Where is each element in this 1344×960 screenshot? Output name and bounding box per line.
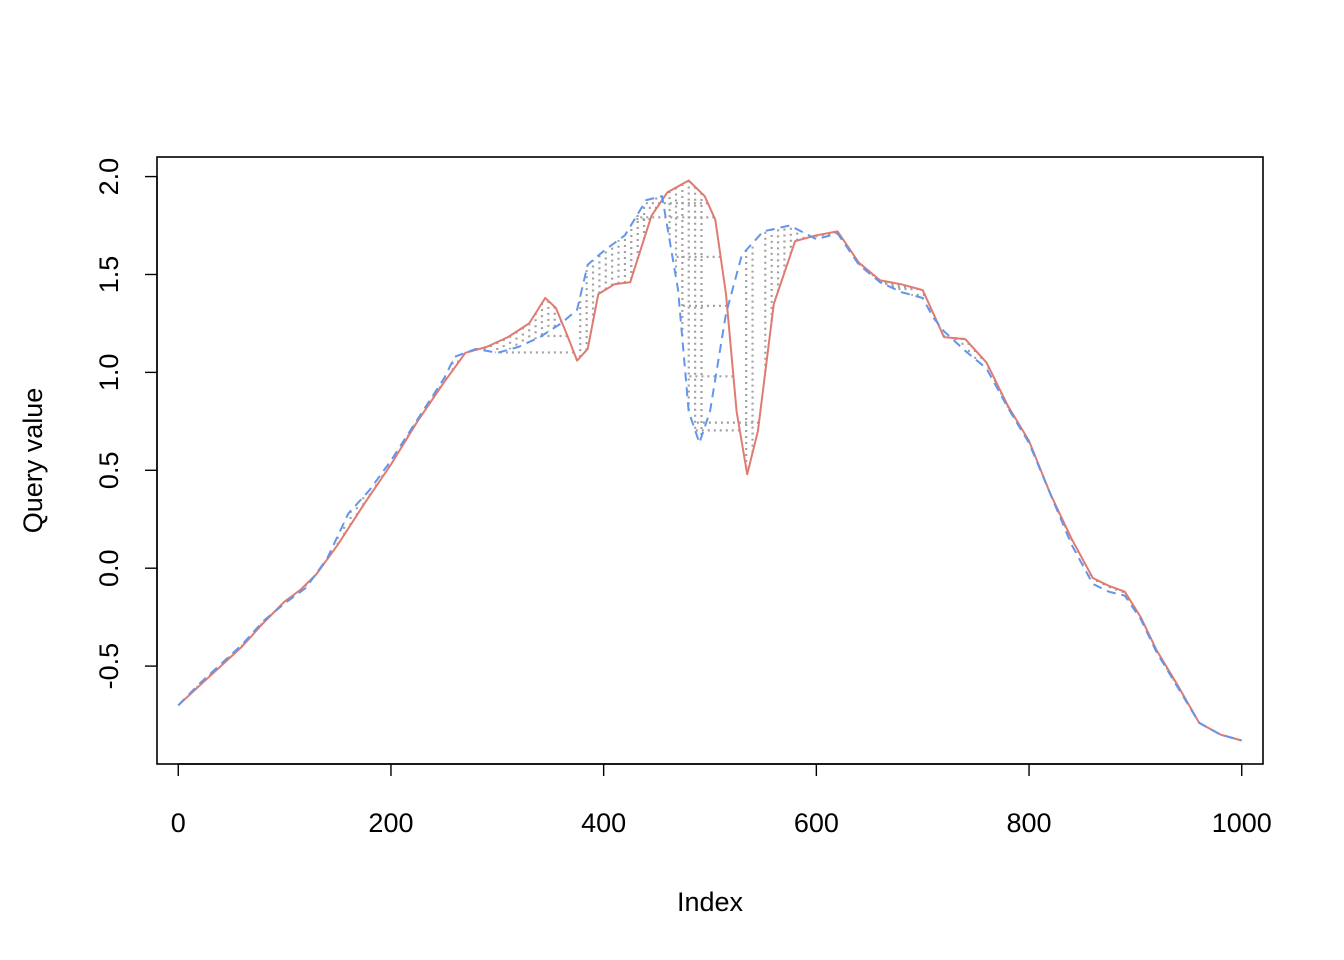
y-tick-label: 1.5 [94,256,124,294]
series-layer [177,179,1242,742]
y-tick-label: 2.0 [94,158,124,196]
y-tick-label: -0.5 [94,643,124,690]
plot-frame [156,156,1264,765]
y-axis: -0.5 0.0 0.5 1.0 1.5 2.0 [94,158,158,690]
x-tick-label: 0 [171,808,186,838]
y-axis-title: Query value [18,388,48,534]
x-tick-label: 200 [368,808,413,838]
y-tick-label: 0.5 [94,452,124,490]
x-tick-label: 400 [581,808,626,838]
x-tick-label: 600 [794,808,839,838]
y-tick-label: 1.0 [94,354,124,392]
x-tick-label: 1000 [1212,808,1272,838]
y-tick-label: 0.0 [94,549,124,587]
series-line-dashed [177,195,1242,742]
x-axis: 0 200 400 600 800 1000 [171,763,1272,838]
series-line-solid [177,179,1242,742]
x-axis-title: Index [677,887,744,917]
x-tick-label: 800 [1007,808,1052,838]
